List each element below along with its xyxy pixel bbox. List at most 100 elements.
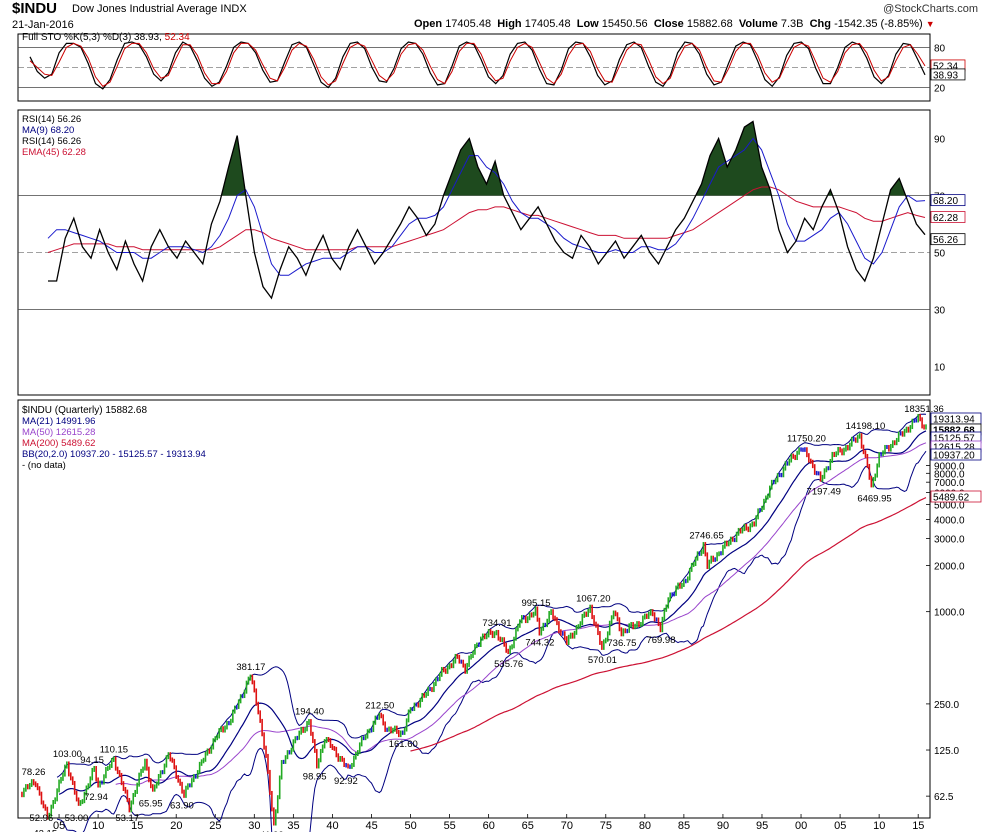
x-tick-label: 35 <box>287 820 299 832</box>
bb-upper-line <box>56 413 927 778</box>
rsi-legend-ema45: EMA(45) 62.28 <box>22 147 86 158</box>
rsi-last-box <box>930 194 966 207</box>
price-last-label: 10937.20 <box>933 451 975 462</box>
x-axis: 05 10 15 20 25 30 35 40 45 50 55 60 65 70 75 80 85 90 95 00… <box>53 814 924 832</box>
price-annotation: 14198.10 <box>846 421 886 432</box>
price-legend: $INDU (Quarterly) 15882.68 MA(21) 14991.… <box>22 405 206 471</box>
brand-watermark[interactable]: @StockCharts.com <box>883 3 978 15</box>
panel-frames <box>17 33 931 819</box>
rsi-line <box>48 120 926 300</box>
rsi-legend-rsi-fill: RSI(14) 56.26 <box>22 136 81 147</box>
price-annotation: 2746.65 <box>689 530 723 541</box>
x-tick-label: 55 <box>444 820 456 832</box>
price-legend-main: $INDU (Quarterly) 15882.68 <box>22 405 147 416</box>
rsi-legend-rsi: RSI(14) 56.26 <box>22 114 81 125</box>
price-legend-ma50: MA(50) 12615.28 <box>22 427 95 438</box>
price-y-tick-label: 7000.0 <box>934 478 965 489</box>
price-y-tick-label: 2000.0 <box>934 562 965 573</box>
price-annotation: 110.15 <box>100 744 128 755</box>
price-annotation: 65.95 <box>139 799 163 810</box>
chg-label: Chg <box>809 18 831 30</box>
sto-level-label: 20 <box>934 84 946 95</box>
volume-value: 7.3B <box>780 18 804 30</box>
price-annotation: 744.32 <box>525 637 554 648</box>
price-last-label: 5489.62 <box>933 493 970 504</box>
rsi-level-label: 90 <box>934 135 946 146</box>
price-annotation: 736.75 <box>607 638 636 649</box>
price-legend-nodata: - (no data) <box>22 460 66 471</box>
low-label: Low <box>576 18 599 30</box>
ma200-line <box>410 497 927 752</box>
open-label: Open <box>414 18 443 30</box>
x-tick-label: 00 <box>795 820 807 832</box>
price-last-box <box>930 448 982 461</box>
price-annotation: 535.76 <box>494 659 523 670</box>
price-annotation: 52.96 <box>29 813 53 824</box>
price-annotation: 995.15 <box>521 598 550 609</box>
price-annotation: 103.00 <box>53 749 82 760</box>
high-value: 17405.48 <box>524 18 571 30</box>
volume-label: Volume <box>738 18 778 30</box>
chg-value: -1542.35 (-8.85%) <box>834 18 923 30</box>
price-legend-bb: BB(20,2.0) 10937.20 - 15125.57 - 19313.9… <box>22 449 206 460</box>
price-last-label: 15125.57 <box>933 434 975 445</box>
x-tick-label: 60 <box>483 820 495 832</box>
price-annotation: 1067.20 <box>576 593 610 604</box>
price-annotation: 72.94 <box>84 792 108 803</box>
high-label: High <box>497 18 522 30</box>
rsi-last-box <box>930 211 966 223</box>
quote-line: Open 17405.48 High 17405.48 Low 15450.56… <box>414 18 935 30</box>
bb-lower-line <box>56 450 927 832</box>
x-tick-label: 05 <box>53 820 65 832</box>
price-y-tick-label: 4000.0 <box>934 515 965 526</box>
price-annotation: 41.22 <box>260 830 284 832</box>
x-tick-label: 15 <box>131 820 143 832</box>
price-y-tick-label: 9000.0 <box>934 461 965 472</box>
price-annotation: 212.50 <box>365 701 394 712</box>
price-annotation: 381.17 <box>236 662 265 673</box>
price-annotation: 98.95 <box>303 772 327 783</box>
price-y-tick-label: 250.0 <box>934 700 959 711</box>
price-last-label: 12615.28 <box>933 443 975 454</box>
price-annotation: 194.40 <box>295 707 324 718</box>
price-annotation: 161.60 <box>389 739 418 750</box>
ticker-symbol: $INDU <box>12 0 58 17</box>
price-last-label: 15882.68 <box>933 426 975 437</box>
price-legend-ma200: MA(200) 5489.62 <box>22 438 95 449</box>
rsi-legend: RSI(14) 56.26 MA(9) 68.20 RSI(14) 56.26 … <box>22 114 86 158</box>
x-tick-label: 50 <box>405 820 417 832</box>
x-tick-label: 10 <box>873 820 885 832</box>
x-tick-label: 30 <box>248 820 260 832</box>
rsi-level-label: 50 <box>934 249 946 260</box>
rsi-ema45-line <box>47 186 926 253</box>
price-annotation: 18351.36 <box>904 404 944 415</box>
sto-legend: Full STO %K(5,3) %D(3) 38.93, 52.34 <box>22 32 190 43</box>
rsi-level-label: 10 <box>934 363 946 374</box>
rsi-overbought-fill <box>221 121 906 196</box>
x-tick-label: 40 <box>326 820 338 832</box>
x-tick-label: 65 <box>522 820 534 832</box>
sto-k-line <box>29 41 926 90</box>
x-tick-label: 05 <box>834 820 846 832</box>
rsi-legend-ma9: MA(9) 68.20 <box>22 125 74 136</box>
price-annotation: 769.98 <box>646 635 675 646</box>
x-tick-label: 85 <box>678 820 690 832</box>
price-annotation: 6469.95 <box>857 493 891 504</box>
ma50-line <box>115 442 927 786</box>
price-annotation: 78.26 <box>22 767 46 778</box>
close-value: 15882.68 <box>686 18 733 30</box>
rsi-last-box <box>930 233 966 246</box>
price-panel: 9000.08000.07000.06000.05000.04000.03000… <box>21 404 982 832</box>
low-value: 15450.56 <box>601 18 648 30</box>
ma21-line <box>58 430 927 795</box>
chart-header: $INDU Dow Jones Industrial Average INDX … <box>0 0 990 34</box>
rsi-level-label: 30 <box>934 306 946 317</box>
price-y-tick-label: 125.0 <box>934 746 959 757</box>
x-tick-label: 70 <box>561 820 573 832</box>
price-legend-ma21: MA(21) 14991.96 <box>22 416 95 427</box>
x-tick-label: 95 <box>756 820 768 832</box>
down-arrow-icon: ▼ <box>925 19 935 29</box>
price-annotation: 94.15 <box>80 755 104 766</box>
price-annotation: 7197.49 <box>807 486 841 497</box>
